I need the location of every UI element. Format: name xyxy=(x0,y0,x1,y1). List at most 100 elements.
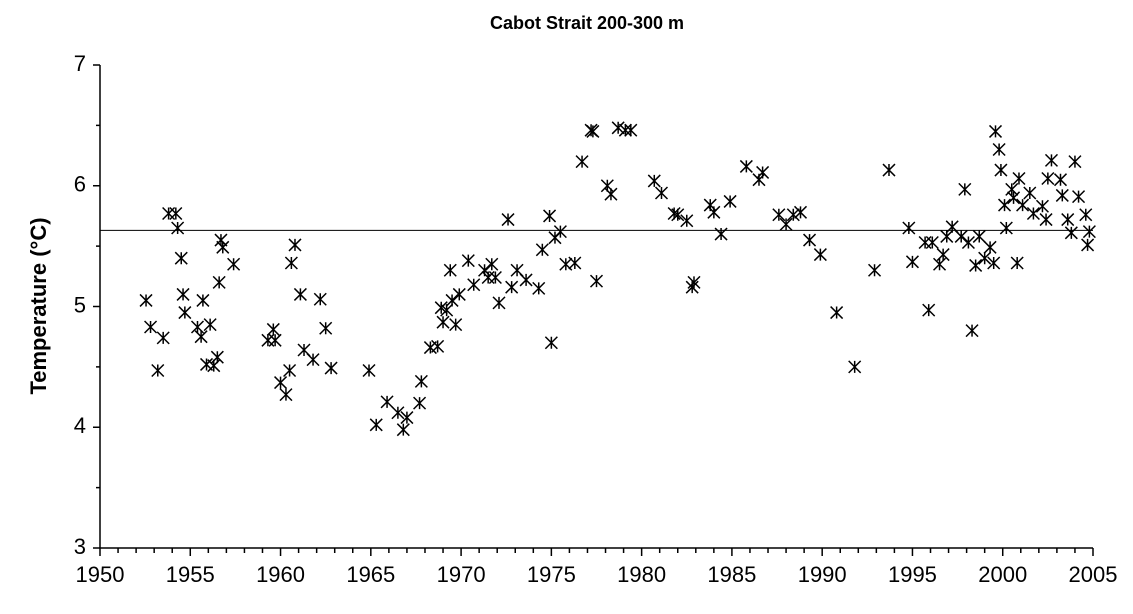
data-marker xyxy=(739,159,753,173)
data-marker xyxy=(488,270,502,285)
data-marker xyxy=(151,363,165,378)
data-marker xyxy=(647,174,661,188)
data-marker xyxy=(723,194,737,208)
data-marker xyxy=(568,256,582,270)
data-marker xyxy=(1041,171,1055,186)
data-marker xyxy=(174,251,188,265)
y-axis-label: Temperature (°C) xyxy=(26,217,51,394)
data-marker xyxy=(936,248,950,262)
y-tick-label: 7 xyxy=(74,51,86,76)
x-tick-label: 1970 xyxy=(437,562,486,587)
data-marker xyxy=(1007,191,1021,205)
data-marker xyxy=(544,336,558,350)
data-marker xyxy=(830,306,844,320)
data-marker xyxy=(793,205,808,219)
data-marker xyxy=(553,225,567,239)
data-marker xyxy=(1072,190,1086,204)
data-marker xyxy=(400,411,414,425)
data-marker xyxy=(1016,198,1030,212)
data-marker xyxy=(461,254,475,268)
data-marker xyxy=(954,229,968,243)
data-marker xyxy=(391,406,405,420)
data-marker xyxy=(216,240,230,254)
data-marker xyxy=(288,238,302,252)
data-marker xyxy=(983,240,997,254)
data-marker xyxy=(194,330,208,344)
data-marker xyxy=(144,320,158,334)
data-marker xyxy=(756,165,770,179)
data-marker xyxy=(987,256,1001,270)
data-marker xyxy=(293,287,307,301)
data-marker xyxy=(848,360,862,374)
data-marker xyxy=(283,363,297,378)
data-marker xyxy=(1082,225,1096,239)
data-marker xyxy=(467,278,481,292)
data-marker xyxy=(1064,226,1078,240)
y-tick-label: 6 xyxy=(74,172,86,197)
data-marker xyxy=(1068,155,1082,169)
data-marker xyxy=(196,293,210,307)
data-marker xyxy=(532,281,546,295)
x-tick-label: 2005 xyxy=(1069,562,1118,587)
data-marker xyxy=(1012,171,1026,186)
data-marker xyxy=(961,235,975,250)
x-tick-label: 1980 xyxy=(617,562,666,587)
data-marker xyxy=(319,321,333,335)
data-marker xyxy=(958,182,972,196)
x-tick-label: 1955 xyxy=(166,562,215,587)
data-marker xyxy=(905,255,919,269)
data-marker xyxy=(1061,213,1075,227)
data-marker xyxy=(171,221,185,235)
data-marker xyxy=(714,227,728,241)
data-marker xyxy=(431,339,445,353)
data-marker xyxy=(922,303,936,317)
data-marker xyxy=(274,376,288,390)
data-marker xyxy=(575,155,589,169)
data-marker xyxy=(813,248,827,262)
data-marker xyxy=(965,324,979,338)
data-marker xyxy=(772,208,786,222)
data-marker xyxy=(284,256,298,270)
data-marker xyxy=(988,124,1003,138)
data-marker xyxy=(1079,208,1093,222)
data-marker xyxy=(445,293,459,307)
chart-title: Cabot Strait 200-300 m xyxy=(490,13,684,33)
data-marker xyxy=(1055,188,1069,202)
data-marker xyxy=(707,205,721,219)
data-marker xyxy=(1044,153,1059,167)
data-marker xyxy=(543,209,557,223)
data-marker xyxy=(156,331,170,345)
data-marker xyxy=(994,163,1008,177)
data-marker xyxy=(1010,256,1024,270)
data-marker xyxy=(589,274,604,288)
data-marker xyxy=(481,270,495,285)
x-tick-label: 1965 xyxy=(346,562,395,587)
data-marker xyxy=(868,263,882,277)
x-tick-label: 1975 xyxy=(527,562,576,587)
data-marker xyxy=(324,361,338,375)
data-marker xyxy=(313,292,327,306)
data-marker xyxy=(176,287,190,301)
data-marker xyxy=(624,123,638,137)
data-marker xyxy=(918,235,932,250)
data-marker xyxy=(443,263,457,277)
data-marker xyxy=(604,187,618,201)
data-marker xyxy=(779,217,793,231)
data-marker xyxy=(1026,206,1040,221)
data-marker xyxy=(212,275,226,289)
data-marker xyxy=(1081,238,1095,252)
data-marker xyxy=(535,243,549,257)
data-marker xyxy=(978,251,992,265)
data-marker xyxy=(306,353,320,367)
data-marker xyxy=(519,273,533,287)
data-marker xyxy=(139,293,153,307)
data-marker xyxy=(279,388,293,402)
data-marker xyxy=(786,208,800,222)
data-marker xyxy=(268,333,282,347)
data-marker xyxy=(396,423,410,437)
data-marker xyxy=(972,229,986,243)
data-marker xyxy=(685,280,699,294)
data-marker xyxy=(1035,199,1049,213)
data-marker xyxy=(680,214,694,228)
data-marker xyxy=(618,123,632,137)
